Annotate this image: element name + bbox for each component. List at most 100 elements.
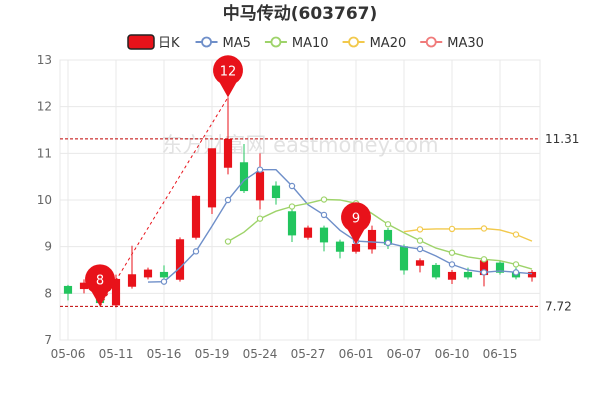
ma10-point (416, 237, 424, 244)
legend-marker-circle (348, 36, 359, 48)
grid (59, 59, 541, 341)
legend-marker-circle (425, 36, 437, 48)
legend-item-ma30[interactable]: MA30 (420, 36, 484, 51)
legend-item-kline[interactable]: 日K (127, 34, 180, 51)
price-pin: 8 (85, 264, 116, 307)
legend-item-ma5[interactable]: MA5 (195, 36, 251, 51)
candle-body (63, 285, 73, 294)
candle-body (447, 271, 457, 280)
ma10-point (224, 238, 232, 245)
candle (175, 237, 185, 282)
candle (303, 225, 313, 240)
candle-body (527, 271, 537, 278)
candle-body (223, 138, 233, 168)
legend-label: MA5 (223, 36, 251, 51)
ma5-point (384, 239, 392, 247)
candle-body (175, 239, 185, 280)
candle-body (303, 227, 313, 238)
reference-line-label: 11.31 (545, 132, 579, 146)
candle (143, 267, 153, 280)
candle-body (351, 243, 361, 252)
x-tick-label: 06-01 (339, 347, 374, 361)
candle (287, 209, 297, 242)
candle (527, 270, 537, 282)
x-tick-label: 05-27 (291, 347, 326, 361)
ma5-point (288, 182, 296, 190)
y-tick-label: 8 (44, 286, 52, 300)
ma10-point (512, 261, 520, 268)
price-pin-label: 9 (352, 211, 360, 226)
candle (207, 148, 217, 214)
price-pins: 12 8 9 (85, 55, 371, 307)
candle (239, 144, 249, 193)
price-pin-shape (213, 55, 244, 98)
ma5-point (160, 278, 168, 285)
reference-lines: 11.31 7.72 (60, 132, 579, 313)
candle-body (143, 269, 153, 278)
y-tick-label: 9 (44, 240, 52, 254)
candle (127, 245, 137, 289)
candle-body (255, 171, 265, 201)
legend-marker-circle (270, 36, 282, 48)
candle (335, 239, 345, 259)
legend[interactable]: 日K MA5 MA10 MA20 MA30 (127, 34, 484, 51)
ma5-point (192, 248, 200, 255)
ma10-point (384, 221, 392, 228)
x-axis: 05-06 05-11 05-16 05-19 05-24 05-27 06-01 06-07… (51, 347, 518, 361)
candle (111, 274, 121, 308)
x-tick-label: 05-11 (99, 347, 134, 361)
y-tick-label: 12 (37, 100, 52, 114)
candle-body (495, 262, 505, 273)
x-tick-label: 06-10 (435, 347, 470, 361)
ma10-point (480, 256, 488, 263)
ma5-point (448, 261, 456, 268)
candle-body (399, 246, 409, 271)
candle (415, 258, 425, 273)
price-pin-label: 12 (220, 64, 237, 79)
legend-label: 日K (158, 36, 180, 51)
y-tick-label: 10 (37, 193, 52, 207)
ma5-point (256, 166, 264, 173)
candle (191, 195, 201, 240)
candle-body (431, 264, 441, 278)
candles (63, 97, 537, 308)
ma5-series (147, 166, 533, 285)
candle-body (111, 278, 121, 306)
reference-line-label: 7.72 (545, 299, 572, 313)
candle (367, 225, 377, 254)
legend-item-ma20[interactable]: MA20 (342, 36, 407, 51)
price-pin-shape (85, 264, 116, 307)
legend-label: MA30 (447, 36, 484, 51)
legend-marker-circle (201, 36, 212, 48)
legend-item-ma10[interactable]: MA10 (264, 36, 329, 51)
ma5-point (224, 196, 232, 204)
ma20-series (403, 225, 533, 242)
ma20-point (512, 231, 520, 238)
price-pin: 12 (213, 55, 244, 98)
candle-body (287, 211, 297, 236)
ma5-line (147, 168, 533, 283)
candle-body (463, 271, 473, 278)
candle-body (319, 227, 329, 243)
candle-body (207, 148, 217, 208)
ma20-line (403, 227, 533, 242)
ma10-series (224, 196, 533, 270)
legend-label: MA10 (292, 36, 329, 51)
candle-body (367, 229, 377, 250)
candle (447, 270, 457, 284)
candle (271, 181, 281, 205)
candle (431, 263, 441, 280)
x-tick-label: 06-07 (387, 347, 422, 361)
trend-line (99, 97, 229, 307)
y-tick-label: 13 (37, 53, 52, 67)
candle-body (159, 271, 169, 278)
ma20-point (448, 225, 456, 233)
ma10-point (288, 203, 296, 210)
x-tick-label: 05-16 (147, 347, 182, 361)
candle (159, 265, 169, 280)
x-tick-label: 05-24 (243, 347, 278, 361)
x-tick-label: 05-06 (51, 347, 86, 361)
ma10-point (256, 215, 264, 222)
